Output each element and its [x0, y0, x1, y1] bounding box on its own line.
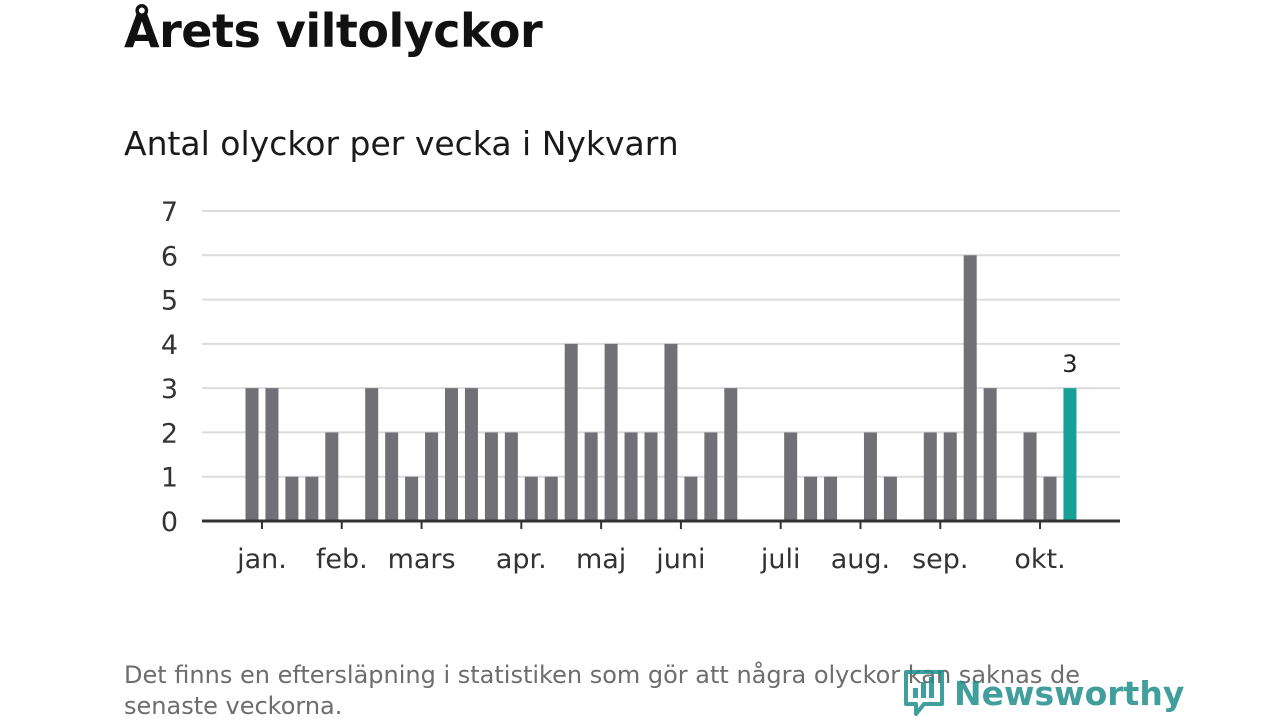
- bar: [285, 476, 299, 521]
- bar: [524, 476, 538, 521]
- x-tick-label: mars: [388, 544, 456, 575]
- y-tick-label: 5: [161, 286, 178, 317]
- x-tick-label: sep.: [912, 544, 968, 575]
- y-tick-label: 7: [161, 197, 178, 228]
- x-tick-label: okt.: [1014, 544, 1065, 575]
- newsworthy-logo-text: Newsworthy: [954, 673, 1185, 713]
- bar: [584, 432, 598, 521]
- footnote: Det finns en eftersläpning i statistiken…: [124, 661, 1080, 720]
- newsworthy-logo: Newsworthy: [902, 668, 1184, 718]
- bar: [1043, 476, 1057, 521]
- bar: [544, 476, 558, 521]
- bar: [684, 476, 698, 521]
- bar: [484, 432, 498, 521]
- x-tick-label: maj: [576, 544, 626, 575]
- bar: [305, 476, 319, 521]
- bar: [265, 388, 279, 521]
- newsworthy-logo-icon: [904, 670, 944, 716]
- bar: [624, 432, 638, 521]
- bar: [784, 432, 798, 521]
- x-tick-label: apr.: [496, 544, 547, 575]
- bar: [365, 388, 379, 521]
- bar: [644, 432, 658, 521]
- bar: [245, 388, 259, 521]
- bar: [983, 388, 997, 521]
- y-tick-label: 3: [161, 374, 178, 405]
- bar: [804, 476, 818, 521]
- data-labels: 3: [1062, 350, 1077, 378]
- grid-lines: [202, 210, 1120, 478]
- bar: [824, 476, 838, 521]
- bar: [664, 343, 678, 521]
- bar-chart: 0 1 2 3 4 5 6 7 jan. feb. mars apr. maj juni juli aug.…: [161, 197, 1120, 575]
- bar: [504, 432, 518, 521]
- bar: [704, 432, 718, 521]
- bar: [1023, 432, 1037, 521]
- x-tick-label: juni: [655, 544, 705, 575]
- x-tick-label: jan.: [236, 544, 287, 575]
- bar: [445, 388, 458, 521]
- bar: [425, 432, 439, 521]
- bar: [325, 432, 339, 521]
- x-axis-ticks: jan. feb. mars apr. maj juni juli aug. sep. okt.: [236, 521, 1066, 575]
- page-title: Årets viltolyckor: [124, 4, 543, 58]
- bar: [883, 476, 897, 521]
- bar: [943, 432, 957, 521]
- bar: [385, 432, 399, 521]
- bar: [405, 476, 419, 521]
- bar: [464, 388, 478, 521]
- bar: [863, 432, 877, 521]
- y-tick-label: 1: [161, 463, 178, 494]
- y-tick-label: 0: [161, 507, 178, 538]
- bar: [724, 388, 738, 521]
- x-tick-label: feb.: [316, 544, 368, 575]
- bar: [564, 343, 578, 521]
- bar: [604, 343, 618, 521]
- bar: [963, 255, 977, 522]
- y-tick-label: 4: [161, 330, 178, 361]
- bar-highlight: [1063, 388, 1077, 521]
- chart-subtitle: Antal olyckor per vecka i Nykvarn: [124, 124, 679, 163]
- x-tick-label: aug.: [831, 544, 890, 575]
- y-axis-ticks: 0 1 2 3 4 5 6 7: [161, 197, 178, 538]
- data-label: 3: [1062, 350, 1077, 378]
- y-tick-label: 2: [161, 418, 178, 449]
- y-tick-label: 6: [161, 241, 178, 272]
- bar: [923, 432, 937, 521]
- x-tick-label: juli: [760, 544, 801, 575]
- bars: [245, 255, 1077, 522]
